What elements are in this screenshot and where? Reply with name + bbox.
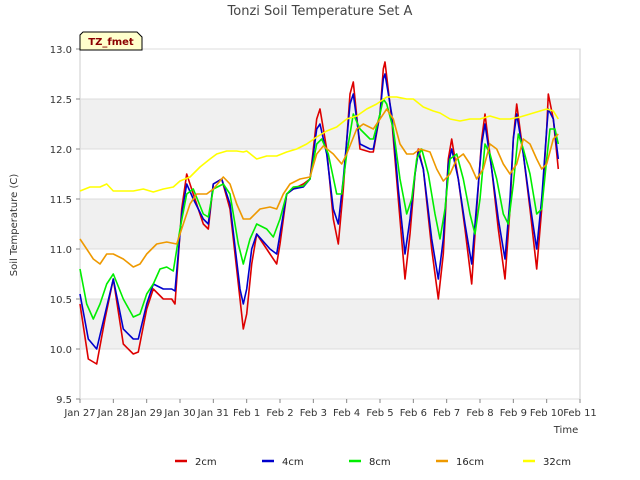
legend-label-8cm: 8cm bbox=[369, 457, 391, 468]
x-tick-label: Feb 7 bbox=[433, 408, 460, 419]
annotation-shape bbox=[79, 31, 143, 51]
x-tick-label: Jan 29 bbox=[130, 408, 162, 419]
y-tick-label: 11.0 bbox=[50, 245, 72, 256]
x-tick-label: Feb 10 bbox=[530, 408, 564, 419]
grid-bands bbox=[80, 99, 580, 349]
annotation-label: TZ_fmet bbox=[88, 37, 134, 48]
series-line-16cm bbox=[79, 108, 559, 268]
legend-label-32cm: 32cm bbox=[543, 457, 571, 468]
x-tick-label: Feb 3 bbox=[300, 408, 327, 419]
grid-band bbox=[80, 299, 580, 349]
grid-band bbox=[80, 99, 580, 149]
legend-label-16cm: 16cm bbox=[456, 457, 484, 468]
legend-label-4cm: 4cm bbox=[282, 457, 304, 468]
y-tick-label: 9.5 bbox=[56, 395, 72, 406]
y-tick-label: 10.0 bbox=[50, 345, 72, 356]
y-tick-label: 11.5 bbox=[50, 195, 72, 206]
x-tick-label: Feb 2 bbox=[266, 408, 293, 419]
y-tick-label: 13.0 bbox=[50, 45, 72, 56]
x-tick-label: Feb 1 bbox=[233, 408, 260, 419]
x-tick-label: Feb 4 bbox=[333, 408, 360, 419]
series-line-32cm bbox=[79, 96, 559, 193]
y-tick-label: 12.0 bbox=[50, 145, 72, 156]
x-axis: Jan 27 Jan 28 Jan 29 Jan 30 Jan 31 Feb 1 Feb 2… bbox=[63, 399, 597, 419]
x-tick-label: Jan 30 bbox=[163, 408, 195, 419]
y-axis-label: Soil Temperature (C) bbox=[9, 174, 20, 277]
series-line-4cm bbox=[79, 73, 560, 350]
y-tick-label: 10.5 bbox=[50, 295, 72, 306]
legend-label-2cm: 2cm bbox=[195, 457, 217, 468]
series-lines bbox=[79, 61, 560, 365]
x-tick-label: Jan 31 bbox=[197, 408, 229, 419]
x-tick-label: Feb 6 bbox=[400, 408, 427, 419]
x-axis-label: Time bbox=[553, 425, 578, 436]
x-tick-label: Jan 28 bbox=[97, 408, 129, 419]
chart-title: Tonzi Soil Temperature Set A bbox=[227, 4, 413, 19]
x-tick-label: Jan 27 bbox=[63, 408, 95, 419]
annotation-box: TZ_fmet bbox=[79, 31, 143, 51]
x-tick-label: Feb 11 bbox=[563, 408, 597, 419]
y-axis: 9.5 10.0 10.5 11.0 11.5 12.0 12.5 13.0 bbox=[50, 45, 80, 406]
x-tick-label: Feb 5 bbox=[366, 408, 393, 419]
legend: 2cm 4cm 8cm 16cm 32cm bbox=[175, 457, 571, 468]
x-tick-label: Feb 9 bbox=[500, 408, 527, 419]
y-tick-label: 12.5 bbox=[50, 95, 72, 106]
x-tick-label: Feb 8 bbox=[466, 408, 493, 419]
grid-band bbox=[80, 199, 580, 249]
